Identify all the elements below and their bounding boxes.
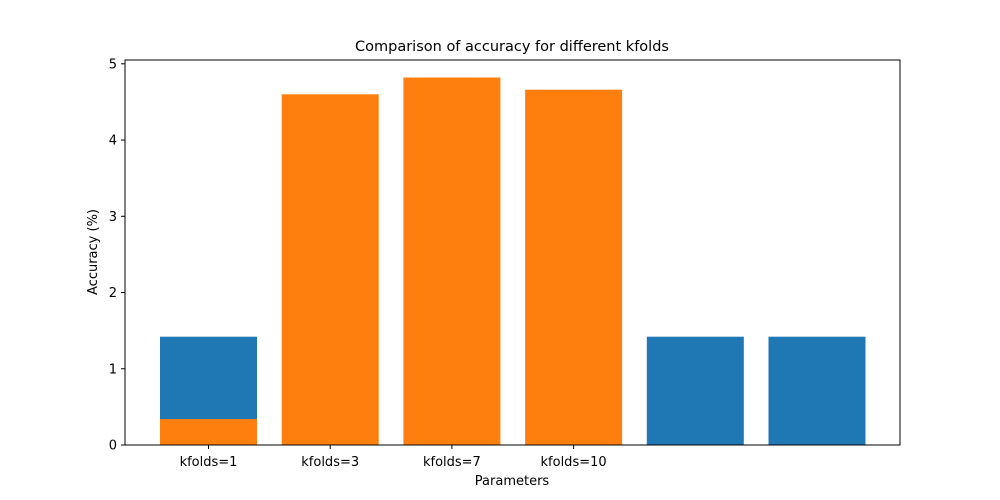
y-tick-label: 3: [109, 210, 117, 225]
bar-series2-cat4: [525, 89, 623, 445]
plot-area-frame: [124, 59, 901, 446]
bar-series1-cat5: [646, 336, 744, 445]
bar-series1-cat6: [768, 336, 866, 445]
y-tick-label: 1: [109, 362, 117, 377]
bar-series2-cat3: [403, 77, 501, 445]
bar-series2-cat2: [281, 94, 379, 446]
x-axis-ticks: kfolds=1 kfolds=3 kfolds=7 kfolds=10: [180, 445, 607, 470]
x-tick-label: kfolds=10: [541, 455, 607, 470]
x-tick-label: kfolds=3: [301, 455, 359, 470]
chart-title: Comparison of accuracy for different kfo…: [355, 39, 669, 55]
bars-layer: [160, 77, 866, 446]
y-tick-label: 5: [109, 57, 117, 72]
x-tick-label: kfolds=7: [423, 455, 481, 470]
y-axis-ticks: 0 1 2 3 4 5: [109, 57, 125, 454]
y-tick-label: 4: [109, 134, 117, 149]
bar-series2-cat1: [160, 419, 257, 445]
x-tick-label: kfolds=1: [180, 455, 238, 470]
y-tick-label: 0: [109, 439, 117, 454]
y-axis-label: Accuracy (%): [86, 209, 101, 295]
y-tick-label: 2: [109, 286, 117, 301]
x-axis-label: Parameters: [475, 474, 550, 489]
